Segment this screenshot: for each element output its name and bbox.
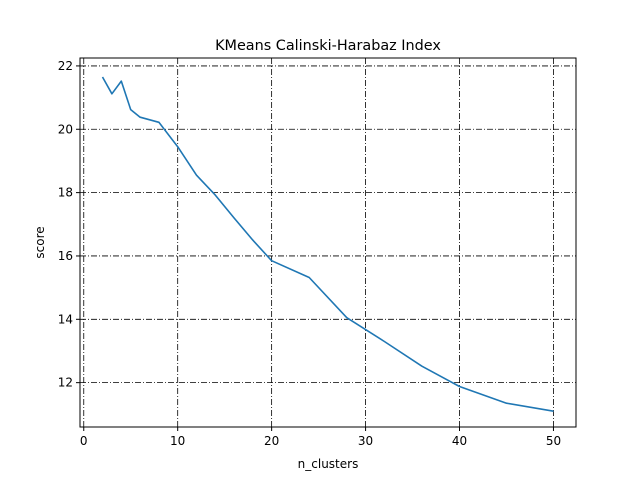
x-tick-label: 0: [80, 434, 88, 448]
y-tick-label: 18: [58, 186, 73, 200]
axis-ticks: 0 10 20 30 40 50 12 14 16 18 20 22: [58, 59, 561, 448]
plot-frame: [79, 57, 577, 428]
x-tick-label: 10: [170, 434, 185, 448]
y-tick-label: 12: [58, 376, 73, 390]
series-line: [101, 76, 554, 412]
x-tick-label: 20: [264, 434, 279, 448]
y-axis-label: score: [33, 226, 47, 258]
y-tick-label: 20: [58, 122, 73, 136]
x-tick-label: 40: [452, 434, 467, 448]
chart-title: KMeans Calinski-Harabaz Index: [215, 38, 441, 54]
x-tick-label: 50: [546, 434, 561, 448]
series-layer: [101, 76, 554, 412]
y-tick-label: 22: [58, 59, 73, 73]
grid-lines: [80, 58, 576, 427]
x-axis-label: n_clusters: [298, 457, 359, 471]
x-tick-label: 30: [358, 434, 373, 448]
y-tick-label: 14: [58, 312, 73, 326]
y-tick-label: 16: [58, 249, 73, 263]
